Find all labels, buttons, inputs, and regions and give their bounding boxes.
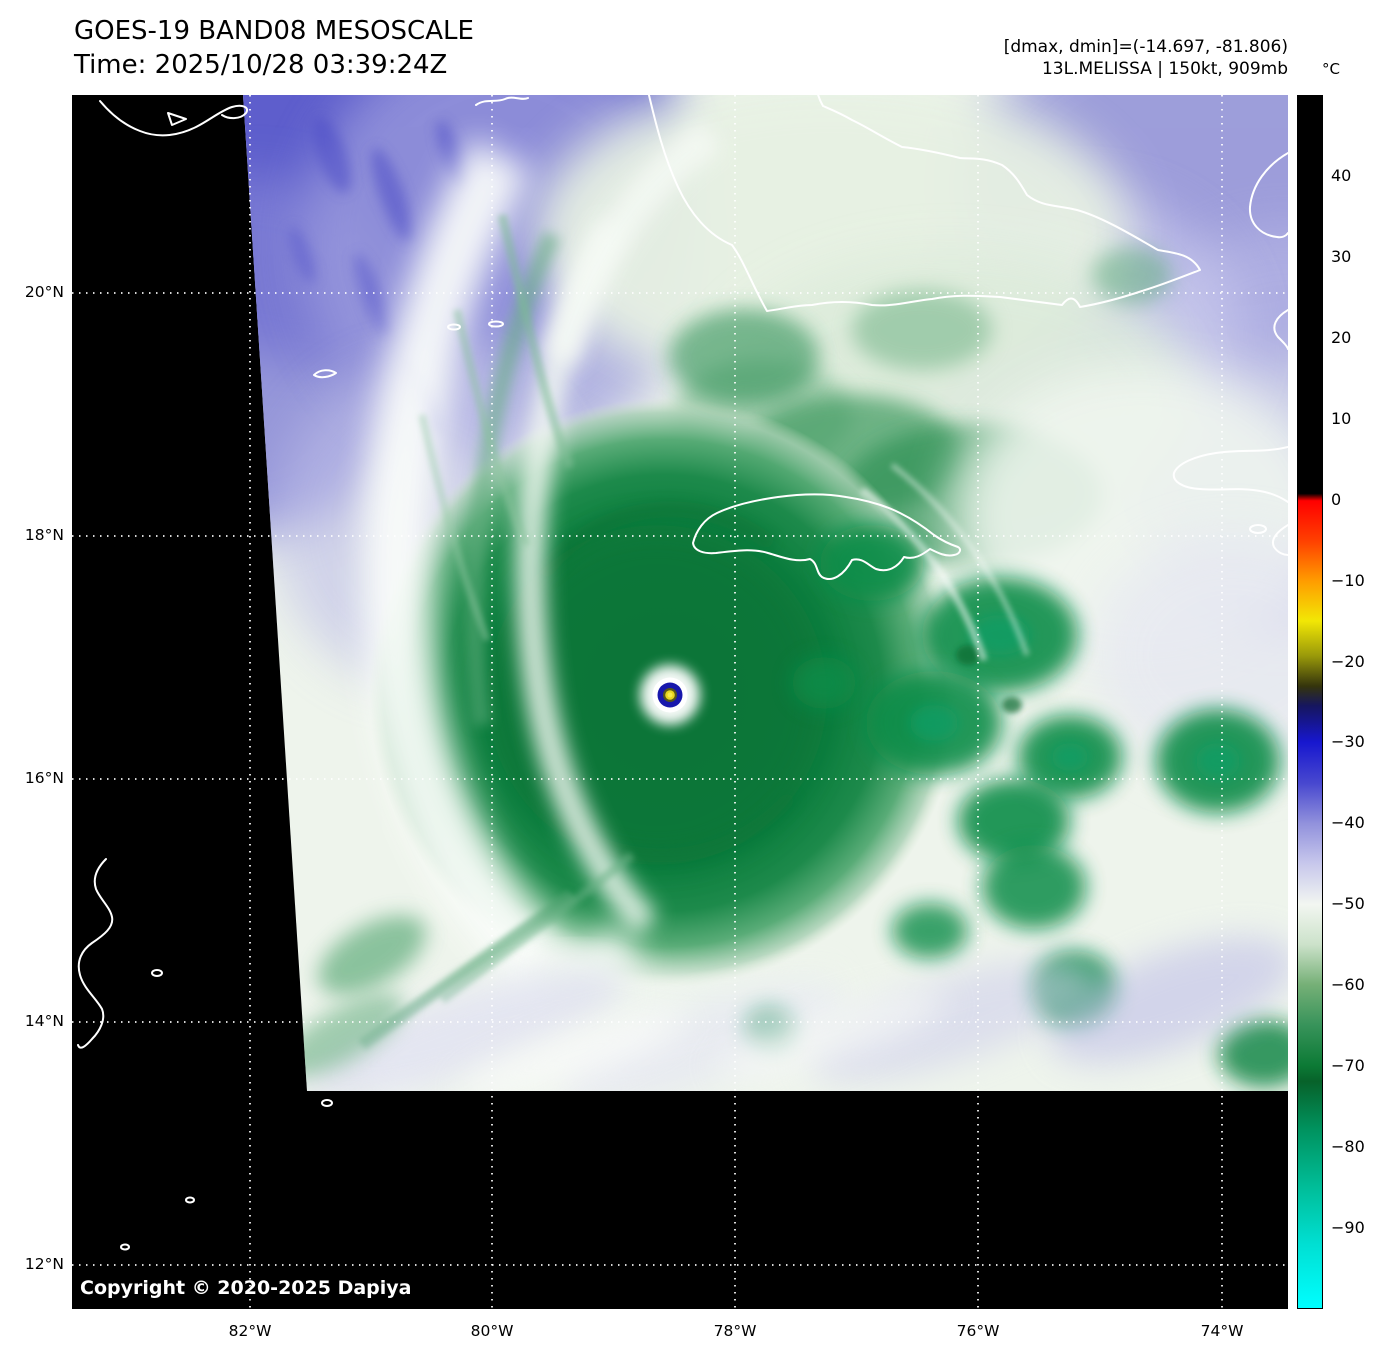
coastline-cuba <box>647 95 1201 312</box>
lon-tick-label: 74°W <box>1200 1322 1244 1340</box>
coastlines <box>77 95 1288 1251</box>
coastline-cuba-cays <box>475 96 529 106</box>
colorbar-tick-label: −80 <box>1331 1137 1365 1157</box>
colorbar-tick-label: −10 <box>1331 570 1365 590</box>
island-small-1 <box>185 1196 195 1204</box>
island-small-2 <box>120 1243 130 1251</box>
satellite-image <box>72 95 1288 1309</box>
lat-tick-label: 20°N <box>24 283 64 301</box>
lon-tick-label: 80°W <box>470 1322 514 1340</box>
latitude-axis: 20°N 18°N 16°N 14°N 12°N <box>0 0 64 1359</box>
coastline-jamaica <box>692 493 962 580</box>
lon-tick-label: 78°W <box>713 1322 757 1340</box>
longitude-axis: 82°W 80°W 78°W 76°W 74°W <box>0 1322 1390 1352</box>
satellite-map: Copyright © 2020-2025 Dapiya <box>72 95 1288 1309</box>
hurricane-eye <box>640 665 700 725</box>
dmax-dmin-readout: [dmax, dmin]=(-14.697, -81.806) <box>1003 37 1288 57</box>
colorbar-tick-label: 30 <box>1331 246 1352 266</box>
colorbar-gradient <box>1297 95 1323 1309</box>
island-grand-cayman <box>313 369 337 379</box>
colorbar-unit-label: °C <box>1322 60 1340 78</box>
satellite-data-region <box>243 95 1288 1091</box>
colorbar-tick-label: 10 <box>1331 408 1352 428</box>
island-ile-a-vache <box>1249 524 1267 534</box>
figure-title: GOES-19 BAND08 MESOSCALE <box>74 16 474 46</box>
coastline-haiti-northwest <box>1273 309 1288 350</box>
coastline-hispaniola-south <box>1272 524 1288 556</box>
colorbar-tick-label: 40 <box>1331 165 1352 185</box>
island-little-cayman <box>447 323 461 331</box>
lon-tick-label: 76°W <box>956 1322 1000 1340</box>
coastline-cuba-southwest <box>99 100 248 137</box>
coastline-northeast-islands <box>1248 152 1288 239</box>
colorbar-tick-label: −40 <box>1331 813 1365 833</box>
lat-tick-label: 16°N <box>24 769 64 787</box>
colorbar-tick-label: −30 <box>1331 732 1365 752</box>
colorbar-tick-label: 0 <box>1331 489 1342 509</box>
figure-metadata: [dmax, dmin]=(-14.697, -81.806) 13L.MELI… <box>1004 36 1288 80</box>
lat-tick-label: 18°N <box>24 526 64 544</box>
coastline-cuba-southwest-cape <box>167 112 187 126</box>
figure-timestamp: Time: 2025/10/28 03:39:24Z <box>74 50 448 80</box>
storm-intensity-readout: 13L.MELISSA | 150kt, 909mb <box>1041 59 1288 79</box>
colorbar-tick-label: −50 <box>1331 894 1365 914</box>
coastline-central-america <box>77 858 114 1049</box>
copyright-notice: Copyright © 2020-2025 Dapiya <box>80 1277 412 1299</box>
island-cayman-brac <box>488 320 504 328</box>
lat-tick-label: 12°N <box>24 1255 64 1273</box>
colorbar-tick-label: −70 <box>1331 1056 1365 1076</box>
colorbar-tick-label: −90 <box>1331 1218 1365 1238</box>
island-miskito-cays <box>151 969 163 977</box>
lat-tick-label: 14°N <box>24 1012 64 1030</box>
lon-tick-label: 82°W <box>228 1322 272 1340</box>
colorbar-ticks: 40 30 20 10 0 −10 −20 −30 −40 −50 −60 −70 −80 −90 <box>1331 95 1389 1309</box>
island-small-3 <box>321 1099 333 1107</box>
coastline-hispaniola <box>1172 446 1288 503</box>
colorbar-tick-label: −20 <box>1331 651 1365 671</box>
colorbar-tick-label: −60 <box>1331 975 1365 995</box>
colorbar-tick-label: 20 <box>1331 327 1352 347</box>
